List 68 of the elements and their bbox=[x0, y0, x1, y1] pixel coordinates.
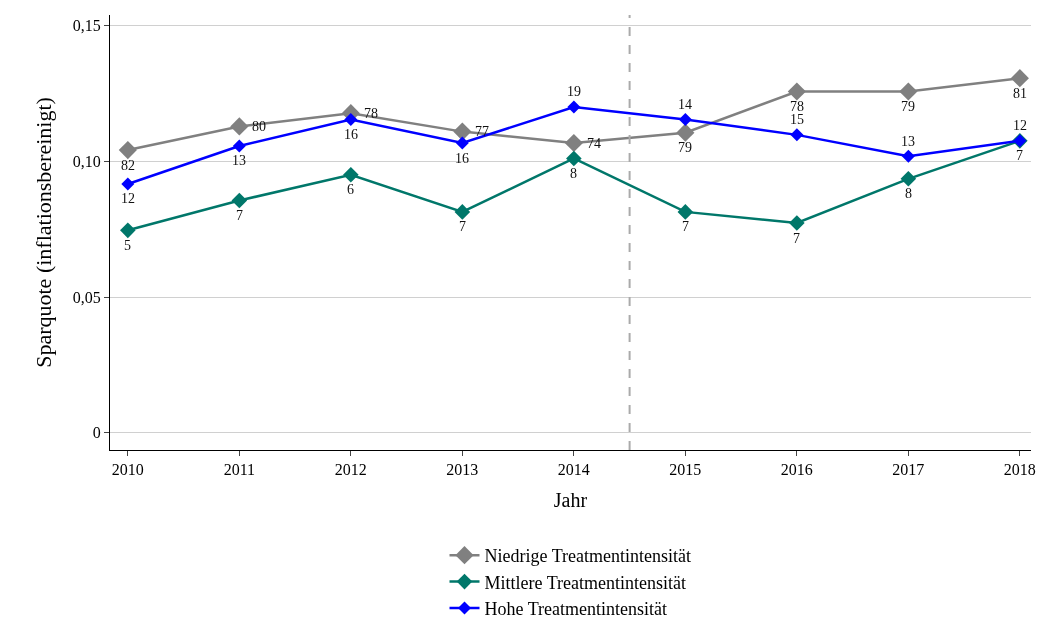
annotation: 8 bbox=[905, 186, 912, 201]
point bbox=[901, 149, 915, 163]
annotation: 6 bbox=[347, 182, 354, 197]
y-tick-label: 0,05 bbox=[72, 288, 101, 306]
point bbox=[790, 128, 804, 142]
x-tick-label: 2014 bbox=[557, 461, 590, 479]
annotation: 82 bbox=[121, 158, 135, 173]
annotation: 7 bbox=[793, 231, 800, 246]
point bbox=[232, 139, 246, 153]
point bbox=[121, 177, 135, 191]
annotation: 79 bbox=[678, 140, 692, 155]
annotation: 12 bbox=[121, 191, 135, 206]
point bbox=[899, 82, 918, 101]
annotation: 78 bbox=[364, 106, 378, 121]
annotation: 16 bbox=[455, 151, 469, 166]
x-tick-label: 2016 bbox=[780, 461, 813, 479]
point bbox=[230, 117, 249, 136]
x-tick-label: 2018 bbox=[1003, 461, 1036, 479]
annotation: 8 bbox=[570, 166, 577, 181]
point bbox=[455, 136, 469, 150]
x-tick-label: 2012 bbox=[334, 461, 367, 479]
point bbox=[787, 82, 806, 101]
annotation: 79 bbox=[901, 99, 915, 114]
y-tick-label: 0,15 bbox=[72, 17, 101, 35]
point bbox=[676, 123, 695, 142]
y-tick-label: 0,10 bbox=[72, 153, 101, 171]
annotation: 13 bbox=[232, 153, 246, 168]
x-tick-label: 2017 bbox=[892, 461, 925, 479]
annotation: 7 bbox=[1016, 148, 1023, 163]
annotation: 19 bbox=[567, 84, 581, 99]
point bbox=[789, 215, 805, 231]
annotation: 7 bbox=[236, 208, 243, 223]
annotation: 15 bbox=[790, 112, 804, 127]
point bbox=[120, 222, 136, 239]
point bbox=[118, 140, 137, 160]
x-axis-title: Jahr bbox=[553, 488, 588, 511]
point bbox=[677, 204, 694, 220]
legend-label: Niedrige Treatmentintensität bbox=[484, 546, 691, 567]
y-axis-title: Sparquote (inflationsbereinigt) bbox=[30, 97, 56, 368]
annotation: 81 bbox=[1013, 86, 1027, 101]
annotation: 7 bbox=[682, 219, 689, 234]
annotation: 7 bbox=[459, 219, 466, 234]
x-tick-label: 2011 bbox=[223, 461, 256, 479]
y-tick-label: 0 bbox=[92, 424, 101, 442]
annotation: 78 bbox=[790, 99, 804, 114]
annotation: 16 bbox=[344, 127, 358, 142]
point bbox=[567, 100, 581, 114]
point bbox=[1010, 69, 1029, 88]
annotation: 80 bbox=[252, 119, 266, 134]
annotation: 5 bbox=[124, 238, 131, 253]
x-tick-label: 2015 bbox=[669, 461, 702, 479]
x-tick-label: 2013 bbox=[446, 461, 479, 479]
point bbox=[900, 171, 917, 187]
legend-label: Mittlere Treatmentintensität bbox=[484, 572, 686, 593]
point bbox=[454, 204, 471, 220]
annotation: 14 bbox=[678, 97, 692, 112]
point bbox=[453, 122, 472, 141]
point bbox=[566, 150, 582, 167]
point bbox=[678, 112, 692, 126]
x-tick-label: 2010 bbox=[111, 461, 144, 479]
annotation: 12 bbox=[1013, 118, 1027, 133]
annotation: 13 bbox=[901, 134, 915, 149]
point bbox=[564, 133, 583, 153]
legend-label: Hohe Treatmentintensität bbox=[484, 599, 667, 620]
point bbox=[343, 166, 359, 183]
point bbox=[231, 192, 248, 209]
annotation: 74 bbox=[587, 136, 601, 151]
point bbox=[344, 112, 358, 126]
